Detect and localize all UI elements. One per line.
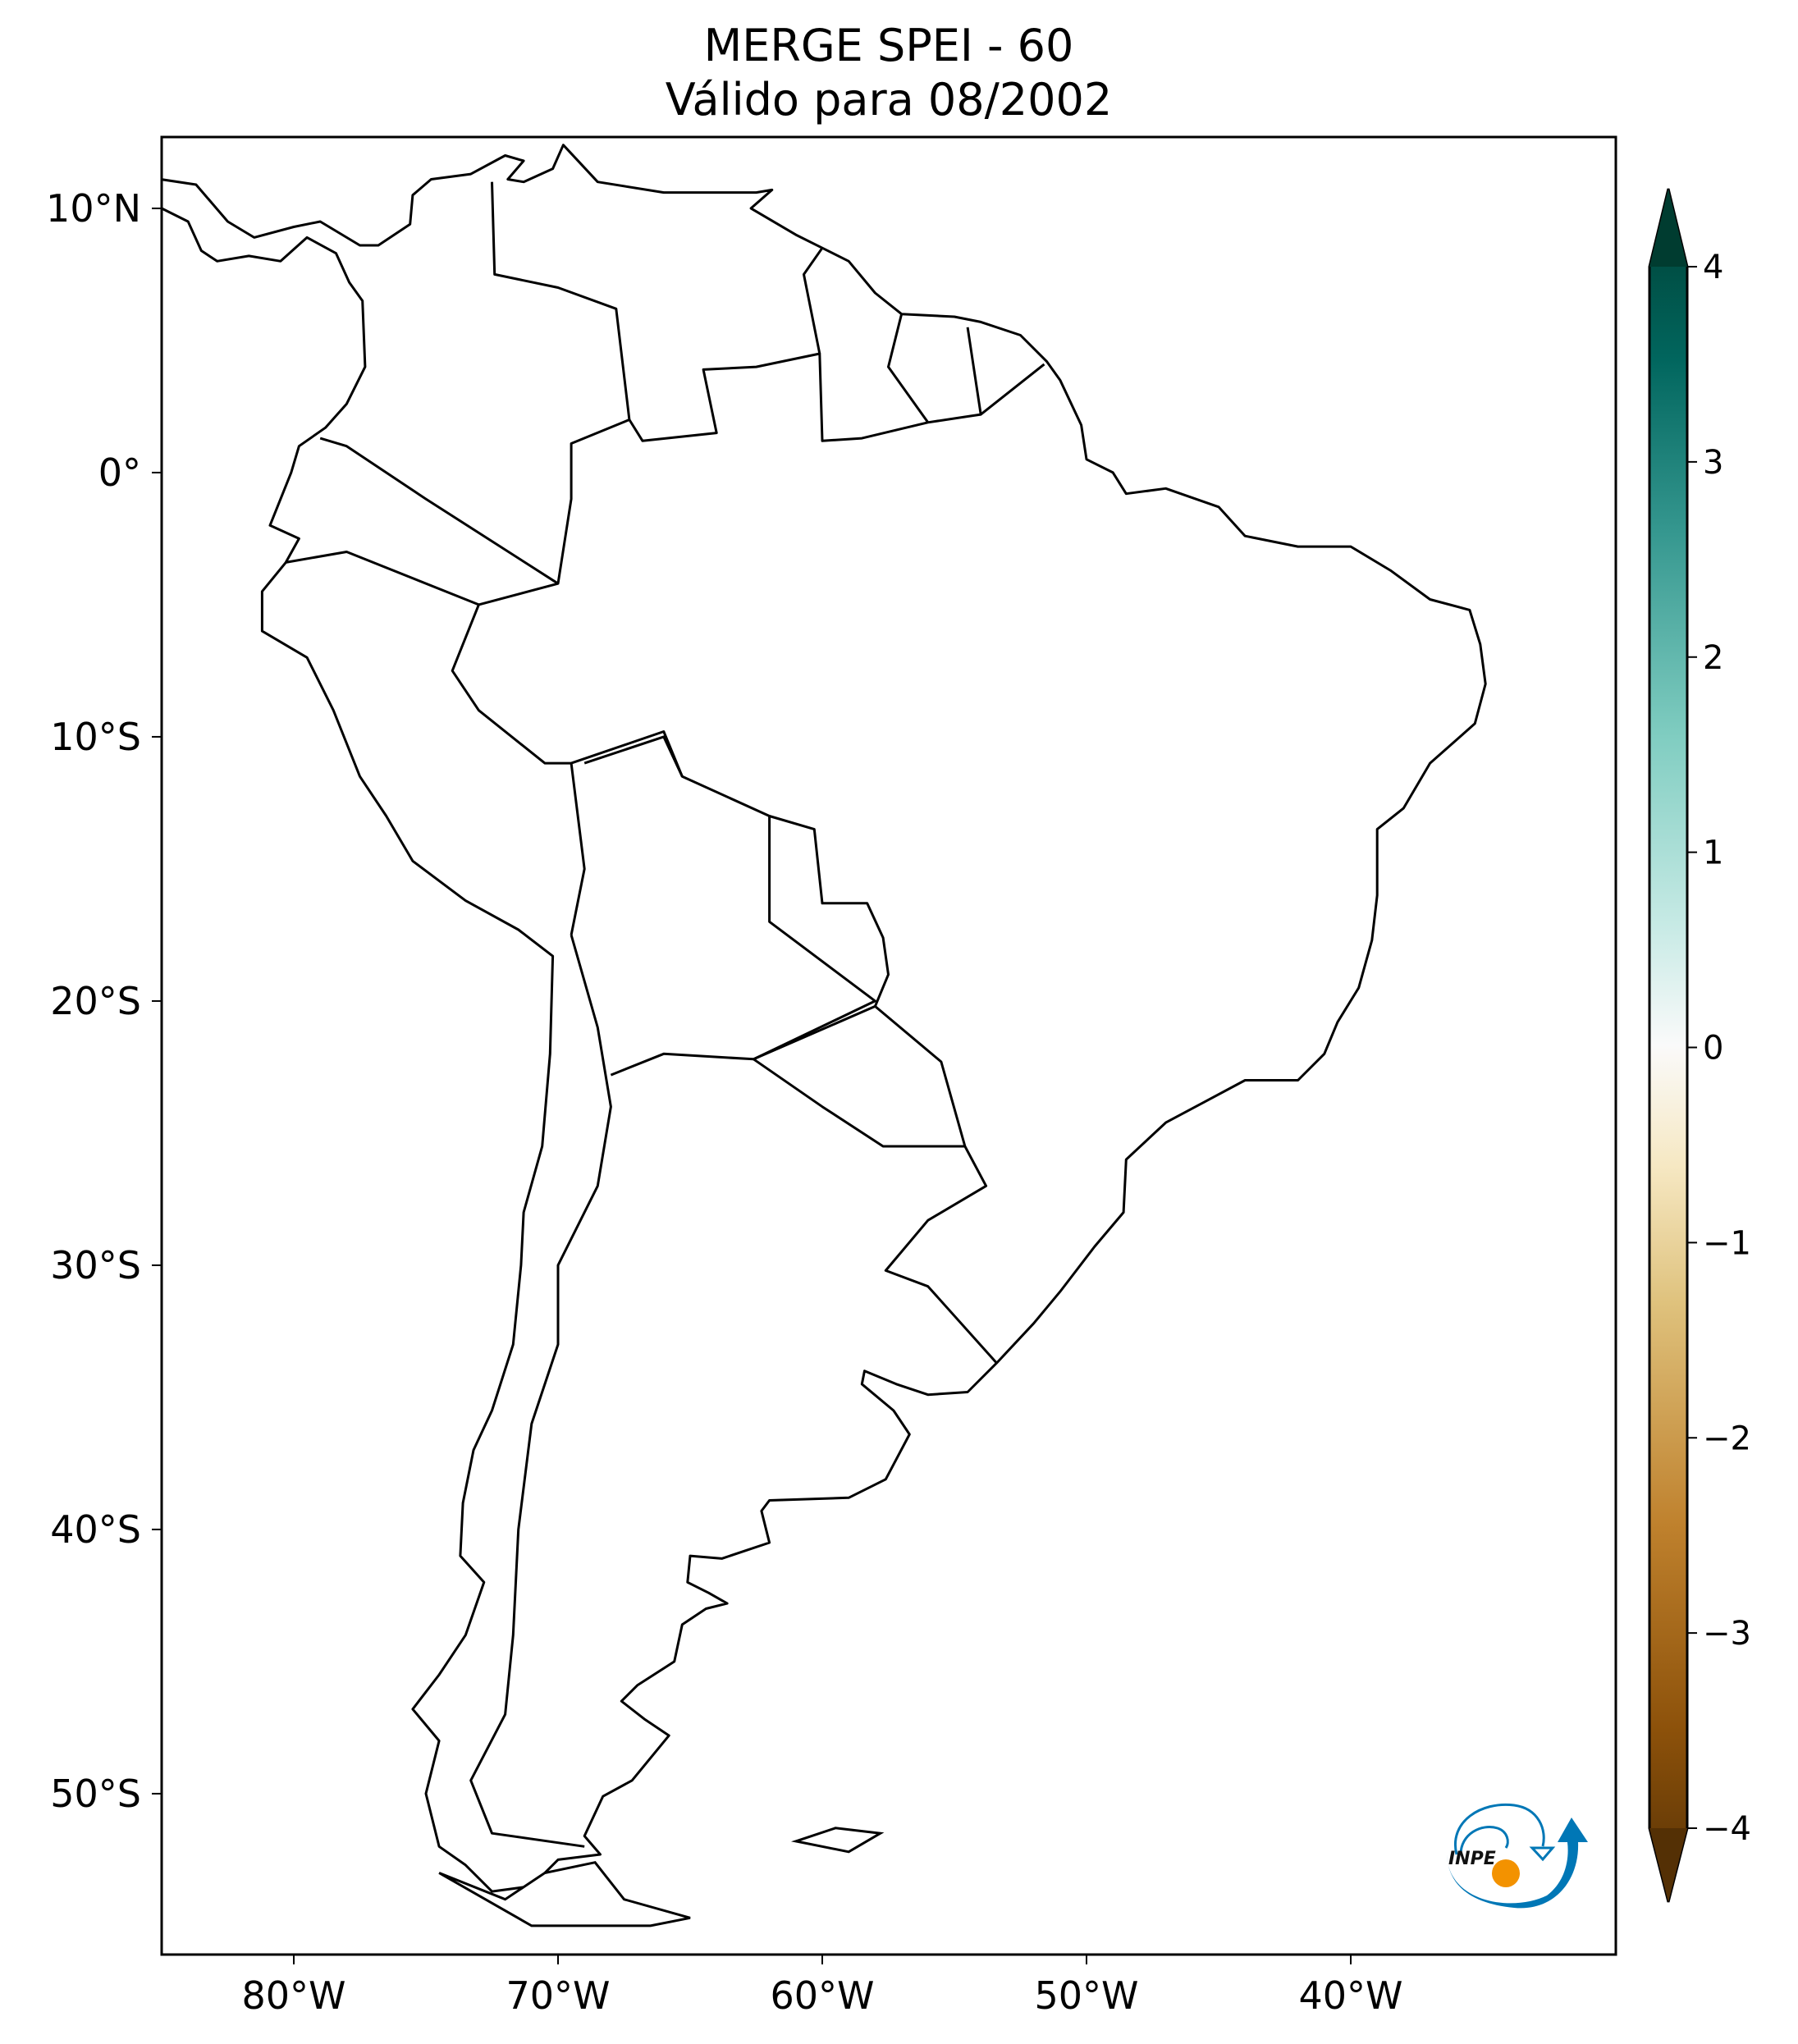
x-tick-label: 50°W (1034, 1973, 1138, 2018)
border-line (803, 247, 824, 354)
colorbar: 4 3 2 1 0 −1 −2 −3 −4 (1648, 188, 1751, 1903)
colorbar-tick-label: −2 (1703, 1420, 1751, 1457)
border-line (610, 816, 876, 1077)
colorbar-tick-label: −1 (1703, 1224, 1751, 1262)
border-line (887, 313, 930, 423)
x-tick-label: 40°W (1298, 1973, 1402, 2018)
colorbar-extend-min (1649, 1828, 1687, 1902)
border-line (966, 327, 982, 415)
border-line (583, 735, 684, 777)
plot-frame (160, 135, 1617, 1956)
colorbar-extend-max (1649, 189, 1687, 267)
colorbar-bar (1648, 188, 1689, 1903)
y-tick-label: 10°N (46, 186, 141, 231)
y-tick-label: 40°S (50, 1507, 141, 1552)
chart-subtitle: Válido para 08/2002 (665, 74, 1113, 126)
border-line (451, 352, 1045, 1365)
colorbar-tick-label: 0 (1703, 1030, 1723, 1068)
logo-text: INPE (1448, 1849, 1496, 1869)
coastline-falklands (790, 1827, 885, 1854)
y-tick-label: 30°S (50, 1243, 141, 1287)
coastline-south-america (162, 144, 1487, 1893)
inpe-logo: INPE (1447, 1803, 1588, 1909)
x-tick-label: 60°W (770, 1973, 874, 2018)
border-line (491, 181, 631, 420)
colorbar-tick-label: 4 (1703, 249, 1723, 286)
y-tick-label: 0° (98, 450, 141, 495)
x-tick-label: 80°W (241, 1973, 345, 2018)
chart-title: MERGE SPEI - 60 (703, 20, 1074, 71)
border-line (319, 437, 559, 585)
colorbar-tick-label: 2 (1703, 639, 1723, 677)
y-tick-label: 10°S (50, 715, 141, 759)
colorbar-tick-label: −4 (1703, 1810, 1751, 1848)
axes: 80°W 70°W 60°W 50°W 40°W 10°N 0° 10°S 20°S 30°S 40… (46, 186, 1402, 2018)
x-tick-label: 70°W (506, 1973, 610, 2018)
colorbar-tick-label: 3 (1703, 444, 1723, 482)
y-tick-label: 20°S (50, 979, 141, 1023)
coastline-tierra-del-fuego (438, 1861, 691, 1927)
map-layer (162, 144, 1487, 1927)
border-line (752, 1005, 965, 1148)
colorbar-tick-label: −3 (1703, 1615, 1751, 1653)
colorbar-tick-label: 1 (1703, 835, 1723, 872)
border-line (570, 762, 586, 935)
y-tick-label: 50°S (50, 1772, 141, 1816)
border-line (286, 551, 479, 606)
border-line (469, 934, 612, 1848)
